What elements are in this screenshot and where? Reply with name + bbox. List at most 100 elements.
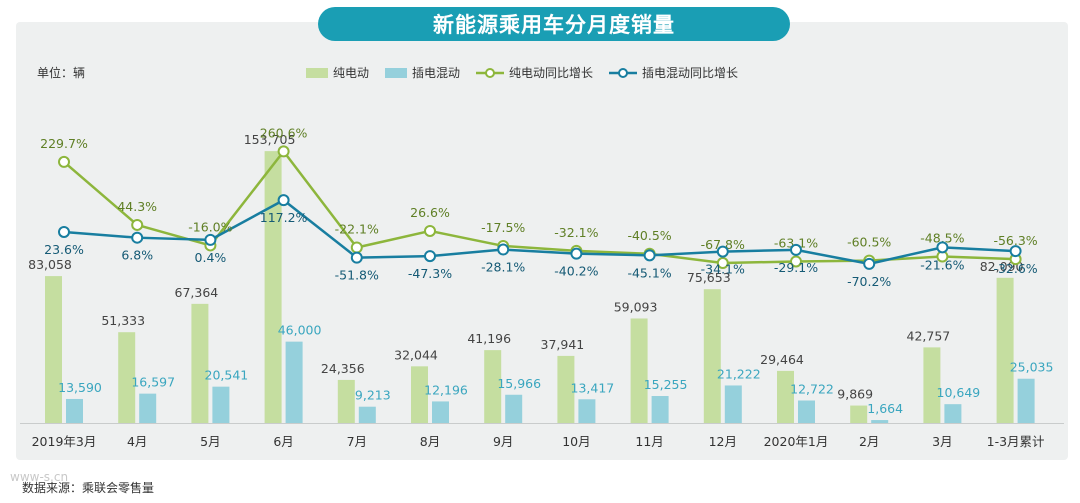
bar-bev [630, 318, 648, 423]
bar-label-bev: 51,333 [101, 313, 145, 328]
point-bev-growth [350, 241, 363, 254]
label-bev-growth: 44.3% [117, 199, 157, 214]
point-bev-growth [277, 145, 290, 158]
bar-bev [850, 405, 868, 423]
bar-bev [996, 277, 1014, 423]
label-phev-growth: -70.2% [847, 274, 891, 289]
legend-item-phev-growth[interactable]: 插电混动同比增长 [609, 64, 738, 81]
point-phev-growth [936, 241, 949, 254]
bar-phev [505, 394, 523, 423]
x-tick-label: 3月 [932, 434, 952, 449]
point-phev-growth [643, 249, 656, 262]
point-phev-growth [1009, 245, 1022, 258]
x-tick-label: 10月 [562, 434, 590, 449]
bar-label-bev: 24,356 [321, 361, 365, 376]
legend-item-phev[interactable]: 插电混动 [385, 64, 460, 81]
point-phev-growth [790, 243, 802, 256]
bar-bev [484, 350, 502, 423]
phev-growth-line [63, 198, 1016, 266]
bar-phev [139, 393, 157, 423]
bar-phev [651, 396, 669, 423]
label-phev-growth: -34.1% [701, 262, 745, 277]
point-phev-growth [716, 245, 729, 258]
bar-phev [944, 404, 962, 423]
bar-phev [285, 341, 303, 423]
bar-bev [264, 151, 282, 423]
bar-label-phev: 9,213 [355, 388, 391, 403]
label-phev-growth: -32.6% [993, 261, 1037, 276]
bar-phev [66, 398, 83, 423]
point-phev-growth [497, 243, 510, 256]
point-phev-growth [424, 250, 436, 263]
legend-swatch-phev [385, 67, 408, 78]
label-phev-growth: 23.6% [44, 242, 84, 257]
x-tick-label: 9月 [493, 434, 513, 449]
legend-swatch-bev [306, 67, 328, 78]
x-tick-label: 1-3月累计 [987, 434, 1045, 449]
label-phev-growth: -29.1% [774, 260, 818, 275]
point-bev-growth [790, 255, 802, 268]
label-bev-growth: -67.8% [701, 237, 745, 252]
x-tick-label: 4月 [127, 434, 147, 449]
bar-bev [557, 355, 575, 423]
legend-label-phev-growth: 插电混动同比增长 [642, 66, 739, 80]
x-tick-label: 7月 [347, 434, 367, 449]
bar-phev [798, 400, 815, 423]
x-tick-label: 6月 [273, 434, 293, 449]
bar-phev [578, 399, 596, 423]
bar-bev [118, 332, 136, 423]
bar-phev [871, 420, 889, 423]
point-phev-growth [58, 225, 70, 238]
legend-item-bev-growth[interactable]: 纯电动同比增长 [476, 64, 593, 81]
point-bev-growth [424, 224, 436, 237]
point-bev-growth [716, 257, 729, 270]
label-bev-growth: 260.6% [260, 125, 308, 140]
label-phev-growth: -40.2% [554, 264, 598, 279]
legend-item-bev[interactable]: 纯电动 [306, 64, 369, 81]
point-phev-growth [277, 194, 290, 207]
bar-bev [45, 276, 62, 423]
label-bev-growth: -48.5% [920, 230, 964, 245]
bar-label-bev: 9,869 [837, 387, 873, 402]
bar-label-phev: 10,649 [937, 385, 981, 400]
bar-label-phev: 1,664 [867, 401, 903, 416]
point-phev-growth [204, 233, 217, 246]
bar-label-phev: 12,722 [790, 381, 834, 396]
bar-bev [411, 366, 428, 423]
point-phev-growth [131, 231, 144, 244]
label-bev-growth: -56.3% [993, 233, 1037, 248]
bar-label-bev: 75,653 [687, 270, 731, 285]
label-bev-growth: -32.1% [554, 225, 598, 240]
bar-bev [703, 289, 721, 423]
point-bev-growth [131, 218, 144, 231]
bar-label-bev: 29,464 [760, 352, 804, 367]
bar-label-bev: 59,093 [614, 299, 658, 314]
bar-label-bev: 41,196 [467, 331, 511, 346]
bar-label-bev: 42,757 [907, 328, 951, 343]
bar-label-bev: 153,705 [244, 132, 296, 147]
label-phev-growth: 6.8% [121, 248, 153, 263]
source-note: 数据来源：乘联会零售量 [22, 481, 155, 495]
label-bev-growth: 229.7% [40, 136, 88, 151]
x-tick-label: 12月 [709, 434, 737, 449]
label-phev-growth: -45.1% [627, 265, 671, 280]
unit-label: 单位：辆 [37, 66, 86, 80]
point-phev-growth [350, 251, 363, 264]
x-tick-label: 5月 [200, 434, 220, 449]
bar-phev [1017, 378, 1035, 423]
bar-bev [337, 379, 355, 423]
label-phev-growth: -47.3% [408, 266, 452, 281]
label-bev-growth: -40.5% [627, 228, 671, 243]
label-phev-growth: -21.6% [920, 257, 964, 272]
legend-swatch-phev-growth [609, 67, 638, 78]
x-tick-label: 2020年1月 [764, 434, 829, 449]
label-bev-growth: -17.5% [481, 220, 525, 235]
label-bev-growth: -16.0% [188, 219, 232, 234]
legend: 纯电动 插电混动 纯电动同比增长 插电混动同比增长 [306, 64, 754, 81]
legend-swatch-bev-growth [476, 67, 505, 78]
bar-bev [923, 347, 941, 423]
label-bev-growth: -63.1% [774, 235, 818, 250]
bar-phev [432, 401, 449, 423]
bar-label-phev: 16,597 [131, 375, 175, 390]
bar-label-bev: 37,941 [541, 337, 585, 352]
